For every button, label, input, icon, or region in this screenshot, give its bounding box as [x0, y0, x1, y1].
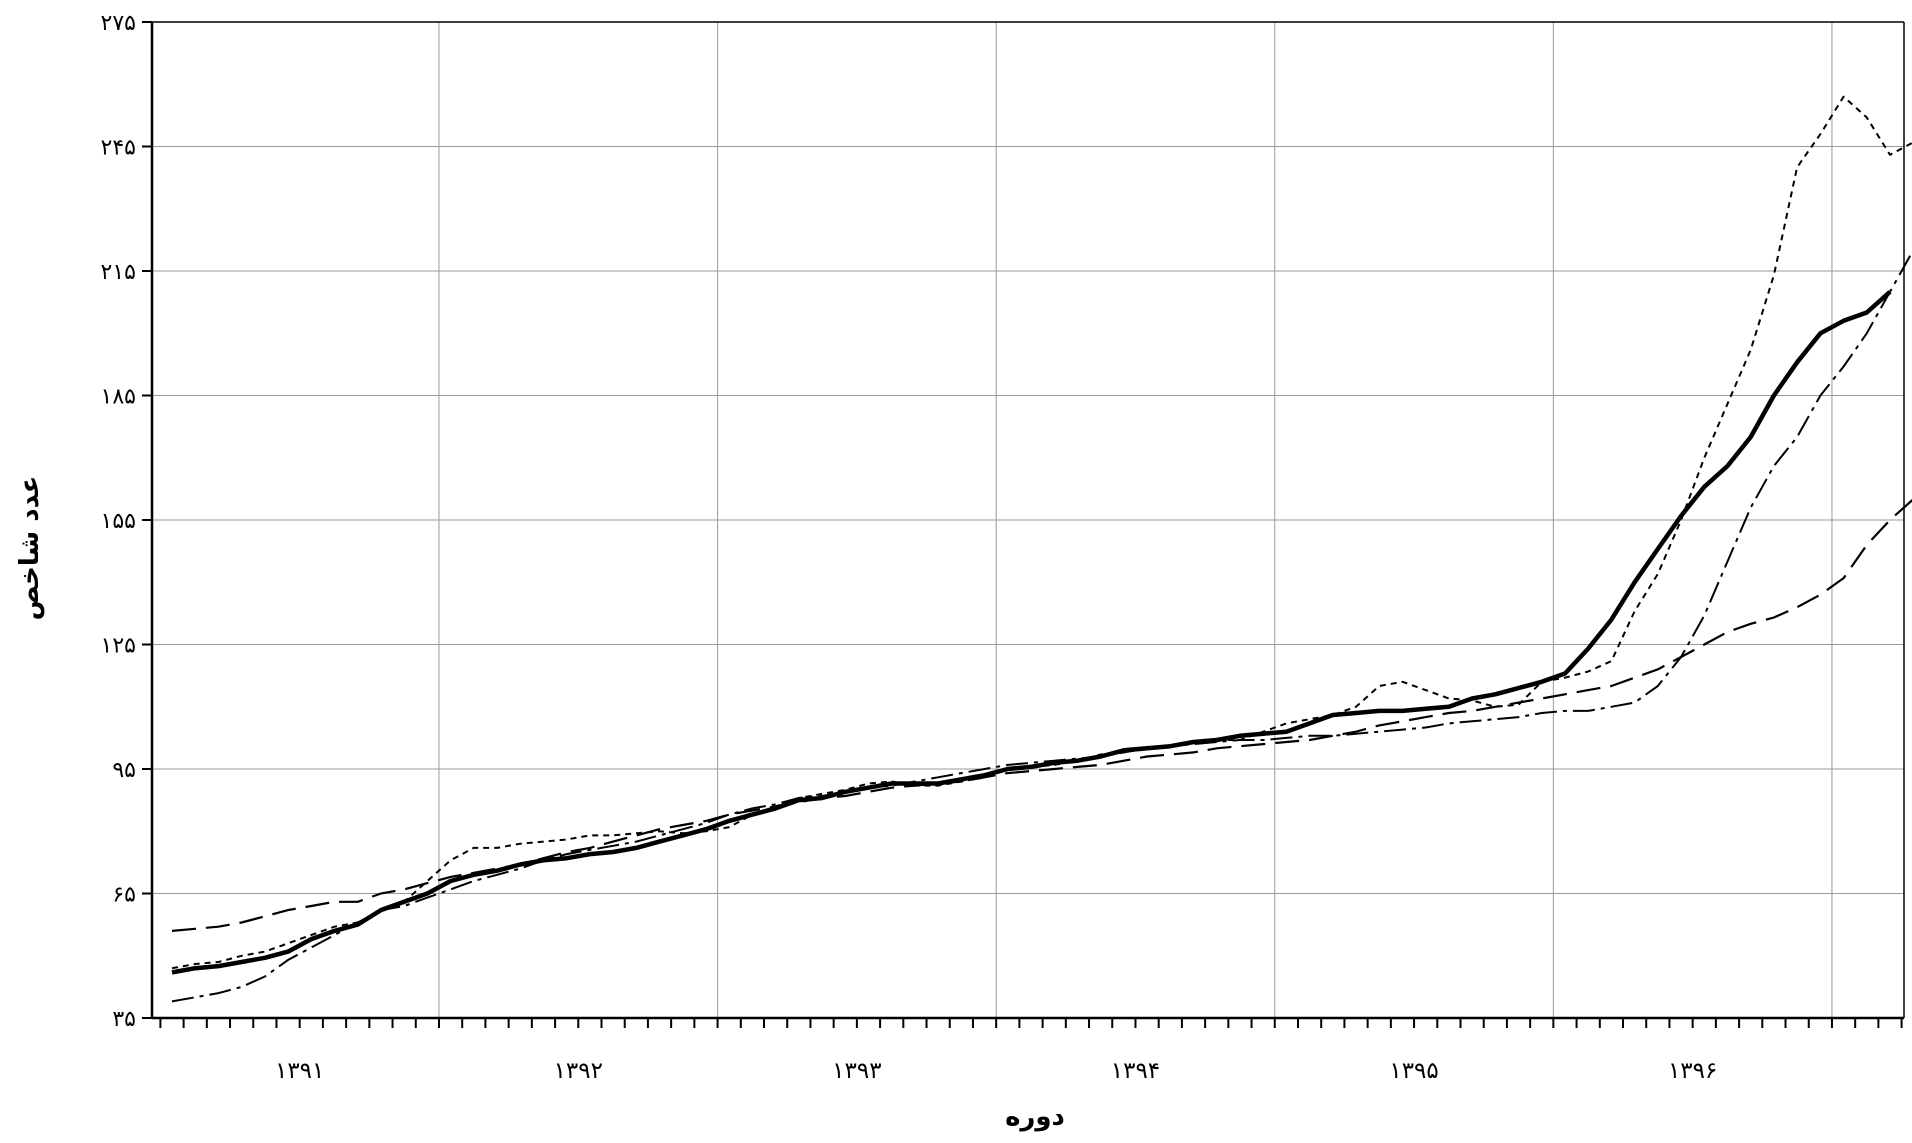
x-tick-label: ۱۳۹۶ [1668, 1058, 1717, 1084]
series-line-3-dash-dot [171, 250, 1912, 1003]
y-tick-label: ۱۸۵ [101, 385, 136, 410]
gridlines [152, 22, 1904, 1018]
series-group [171, 95, 1912, 1003]
y-tick-label: ۹۵ [112, 758, 136, 783]
x-tick-label: ۱۳۹۲ [554, 1058, 603, 1084]
series-line-1-solid-thick [171, 290, 1892, 975]
x-tick-label: ۱۳۹۱ [275, 1058, 324, 1084]
x-tick-label: ۱۳۹۴ [1111, 1058, 1160, 1084]
y-tick-label: ۱۵۵ [101, 509, 136, 534]
axes [142, 21, 1905, 1028]
y-tick-label: ۲۱۵ [101, 260, 136, 285]
series-line-2-dashed-short [171, 95, 1912, 970]
y-tick-label: ۱۲۵ [101, 634, 136, 659]
x-tick-label: ۱۳۹۵ [1389, 1058, 1438, 1084]
y-tick-label: ۲۴۵ [101, 136, 136, 161]
x-tick-label: ۱۳۹۳ [832, 1058, 881, 1084]
y-tick-label: ۲۷۵ [101, 11, 136, 36]
y-tick-label: ۶۵ [112, 883, 136, 908]
series-line-4-dashed-long [171, 498, 1912, 932]
y-axis-title: عدد شاخص [15, 476, 45, 621]
x-axis-title: دوره [1005, 1102, 1065, 1132]
y-tick-label: ۳۵ [112, 1007, 136, 1032]
tick-labels: ۳۵ ۶۵ ۹۵ ۱۲۵ ۱۵۵ ۱۸۵ ۲۱۵ ۲۴۵ ۲۷۵ ۱۳۹۱ ۱۳۹۲ ۱۳۹۳ ۱۳۹۴… [101, 11, 1718, 1084]
